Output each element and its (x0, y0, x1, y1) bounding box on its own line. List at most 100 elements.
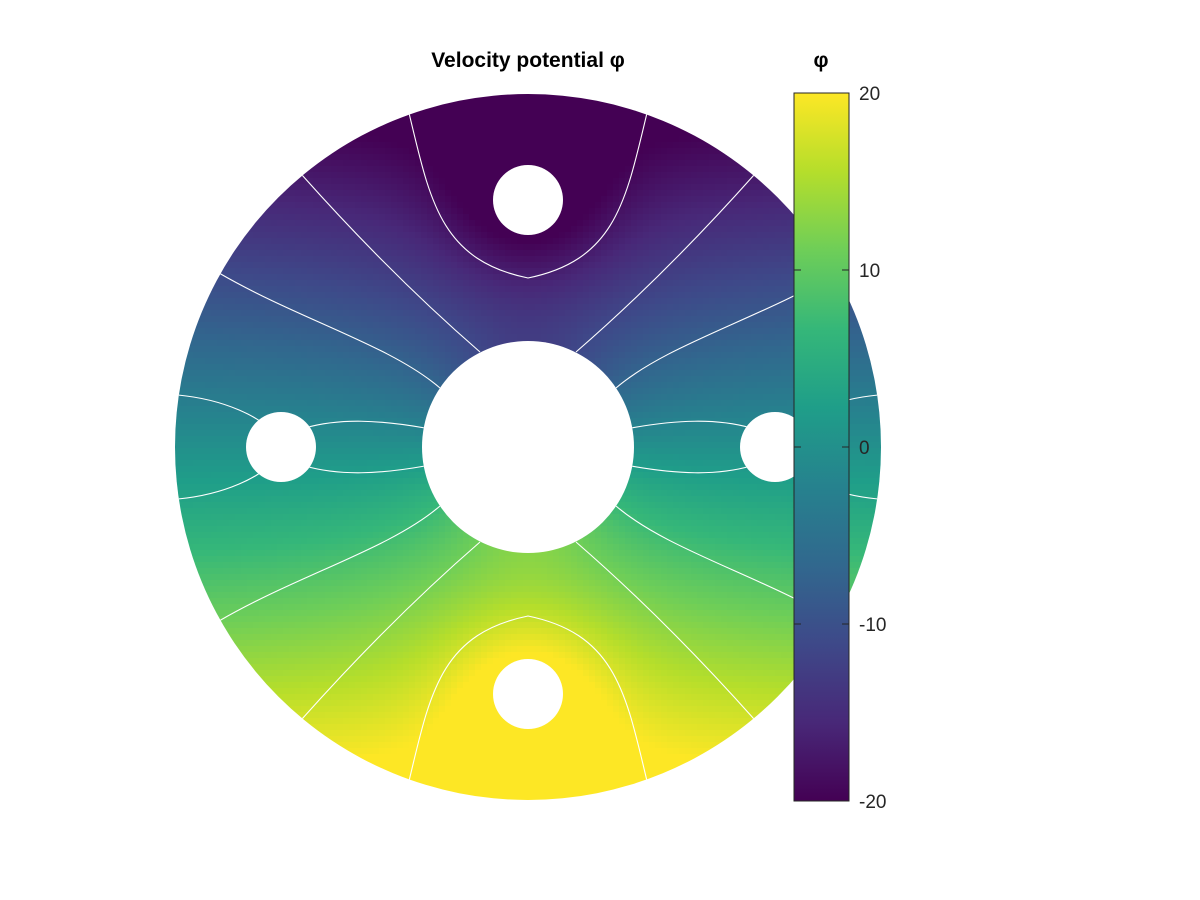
field-cell (421, 262, 428, 269)
field-cell (295, 178, 302, 185)
field-cell (181, 100, 188, 107)
field-cell (187, 148, 194, 155)
field-cell (583, 292, 590, 299)
field-cell (259, 190, 266, 197)
field-cell (661, 142, 668, 149)
field-cell (235, 106, 242, 113)
field-cell (571, 142, 578, 149)
field-cell (193, 154, 200, 161)
field-cell (511, 328, 518, 335)
field-cell (391, 202, 398, 209)
field-cell (481, 136, 488, 143)
field-cell (367, 100, 374, 107)
field-cell (661, 232, 668, 239)
field-cell (577, 262, 584, 269)
field-cell (445, 280, 452, 287)
field-cell (487, 118, 494, 125)
field-cell (541, 172, 548, 179)
field-cell (781, 136, 788, 143)
field-cell (883, 166, 890, 173)
field-cell (451, 280, 458, 287)
field-cell (169, 316, 176, 323)
field-cell (277, 226, 284, 233)
field-cell (865, 280, 872, 287)
field-cell (181, 112, 188, 119)
field-cell (553, 250, 560, 257)
field-cell (667, 250, 674, 257)
field-cell (781, 256, 788, 263)
field-cell (601, 322, 608, 329)
field-cell (409, 118, 416, 125)
field-cell (637, 208, 644, 215)
field-cell (463, 142, 470, 149)
field-cell (283, 154, 290, 161)
field-cell (637, 286, 644, 293)
field-cell (517, 88, 524, 95)
field-cell (739, 88, 746, 95)
field-cell (703, 166, 710, 173)
field-cell (403, 106, 410, 113)
field-cell (457, 94, 464, 101)
field-cell (571, 88, 578, 95)
field-cell (373, 268, 380, 275)
field-cell (631, 304, 638, 311)
field-cell (589, 148, 596, 155)
field-cell (307, 94, 314, 101)
field-cell (697, 106, 704, 113)
field-cell (295, 244, 302, 251)
field-cell (253, 268, 260, 275)
field-cell (703, 286, 710, 293)
field-cell (805, 88, 812, 95)
field-cell (517, 286, 524, 293)
field-cell (607, 310, 614, 317)
field-cell (325, 166, 332, 173)
field-cell (355, 208, 362, 215)
field-cell (313, 280, 320, 287)
field-cell (583, 160, 590, 167)
field-cell (277, 166, 284, 173)
field-cell (727, 160, 734, 167)
field-cell (595, 226, 602, 233)
field-cell (589, 208, 596, 215)
field-cell (409, 310, 416, 317)
field-cell (373, 142, 380, 149)
field-cell (469, 232, 476, 239)
field-cell (529, 244, 536, 251)
field-cell (751, 298, 758, 305)
field-cell (547, 262, 554, 269)
field-cell (229, 190, 236, 197)
field-cell (289, 274, 296, 281)
field-cell (631, 172, 638, 179)
field-cell (673, 238, 680, 245)
field-cell (703, 262, 710, 269)
field-cell (547, 316, 554, 323)
field-cell (169, 112, 176, 119)
field-cell (751, 232, 758, 239)
field-cell (853, 316, 860, 323)
field-cell (529, 106, 536, 113)
field-cell (439, 280, 446, 287)
field-cell (619, 208, 626, 215)
field-cell (667, 130, 674, 137)
field-cell (565, 322, 572, 329)
field-cell (313, 316, 320, 323)
field-cell (679, 244, 686, 251)
field-cell (451, 154, 458, 161)
field-cell (271, 118, 278, 125)
field-cell (223, 238, 230, 245)
field-cell (253, 316, 260, 323)
field-cell (871, 292, 878, 299)
field-cell (613, 226, 620, 233)
field-cell (487, 142, 494, 149)
field-cell (265, 292, 272, 299)
field-cell (859, 328, 866, 335)
field-cell (523, 142, 530, 149)
field-cell (535, 274, 542, 281)
field-cell (787, 142, 794, 149)
field-cell (301, 190, 308, 197)
field-cell (505, 232, 512, 239)
field-cell (571, 184, 578, 191)
field-cell (445, 256, 452, 263)
field-cell (757, 160, 764, 167)
field-cell (259, 172, 266, 179)
